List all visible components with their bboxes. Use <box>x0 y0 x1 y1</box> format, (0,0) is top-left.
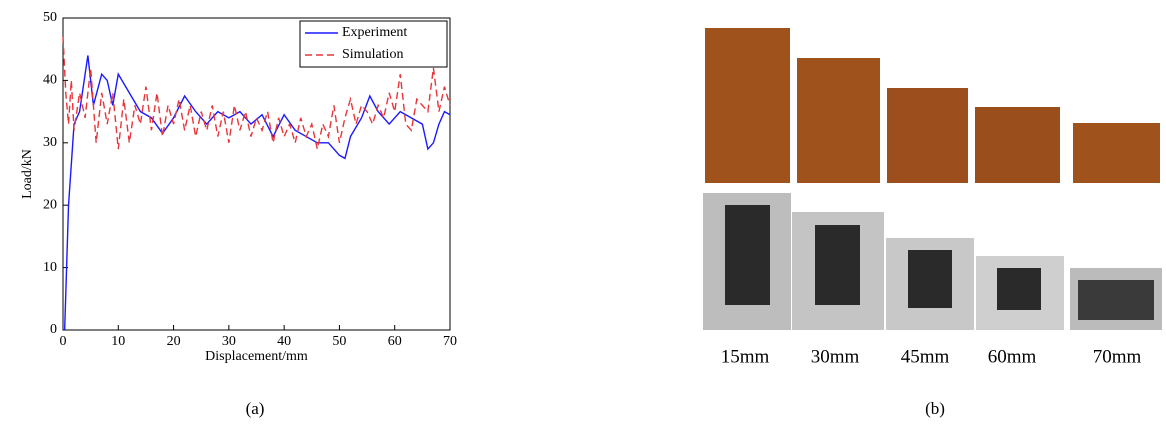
x-tick-label: 60 <box>388 334 402 349</box>
photo-specimen <box>908 250 952 308</box>
sim-block <box>797 58 880 183</box>
legend-label: Simulation <box>342 47 403 62</box>
stage-label: 70mm <box>1093 346 1142 367</box>
x-axis-label: Displacement/mm <box>205 349 308 364</box>
caption: (b) <box>925 399 945 418</box>
x-tick-label: 10 <box>111 334 125 349</box>
sim-block <box>975 107 1060 183</box>
photo-specimen <box>725 205 770 305</box>
photo-specimen <box>815 225 860 305</box>
y-tick-label: 0 <box>50 322 57 337</box>
stage-label: 30mm <box>811 346 860 367</box>
legend-box <box>299 20 448 68</box>
sim-block <box>887 88 968 183</box>
photo-specimen <box>997 268 1041 310</box>
y-tick-label: 20 <box>43 197 57 212</box>
plot-frame <box>62 17 451 331</box>
legend-label: Experiment <box>342 25 407 40</box>
x-tick-label: 40 <box>277 334 291 349</box>
photo-specimen <box>1078 280 1154 320</box>
x-tick-label: 50 <box>332 334 346 349</box>
caption: (a) <box>246 399 265 418</box>
x-tick-label: 70 <box>443 334 457 349</box>
sim-block <box>1073 123 1160 183</box>
x-tick-label: 30 <box>222 334 236 349</box>
sim-block <box>705 28 790 183</box>
y-tick-label: 40 <box>43 73 57 88</box>
series-line <box>62 36 451 150</box>
stage-label: 60mm <box>988 346 1037 367</box>
x-tick-label: 0 <box>60 334 67 349</box>
y-tick-label: 50 <box>43 10 57 25</box>
series-line <box>63 55 451 331</box>
y-axis-label: Load/kN <box>20 149 35 199</box>
panel-b <box>703 28 1162 330</box>
stage-label: 15mm <box>721 346 770 367</box>
y-tick-label: 10 <box>43 260 57 275</box>
x-tick-label: 20 <box>167 334 181 349</box>
stage-label: 45mm <box>901 346 950 367</box>
y-tick-label: 30 <box>43 135 57 150</box>
